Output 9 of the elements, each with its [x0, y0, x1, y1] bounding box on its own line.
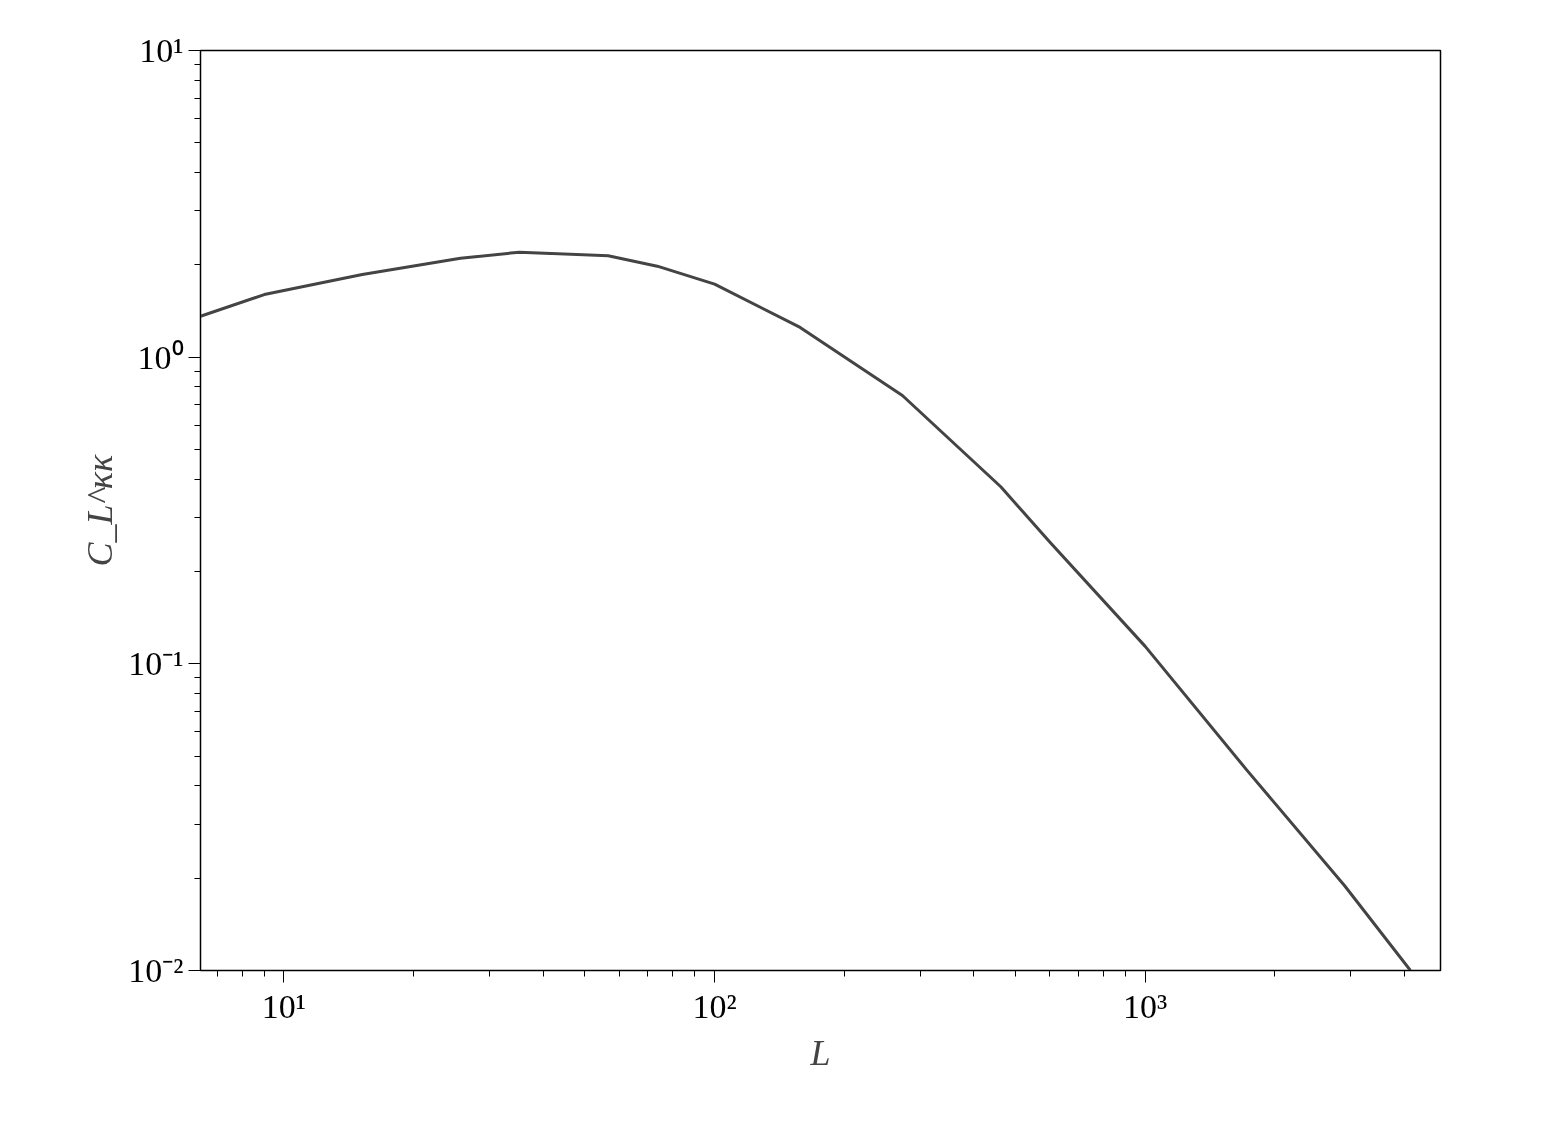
y-axis-title: C_L^κκ	[80, 453, 121, 567]
x-tick-label: 10³	[1123, 987, 1168, 1025]
x-tick-label: 10¹	[261, 987, 307, 1025]
y-tick-label: 10⁻²	[128, 952, 184, 989]
y-tick-label: 10⁰	[137, 338, 184, 376]
y-tick-label: 10¹	[139, 32, 184, 69]
x-axis-title: L	[809, 1032, 831, 1073]
x-tick-label: 10²	[692, 987, 737, 1025]
y-tick-label: 10⁻¹	[128, 645, 184, 683]
